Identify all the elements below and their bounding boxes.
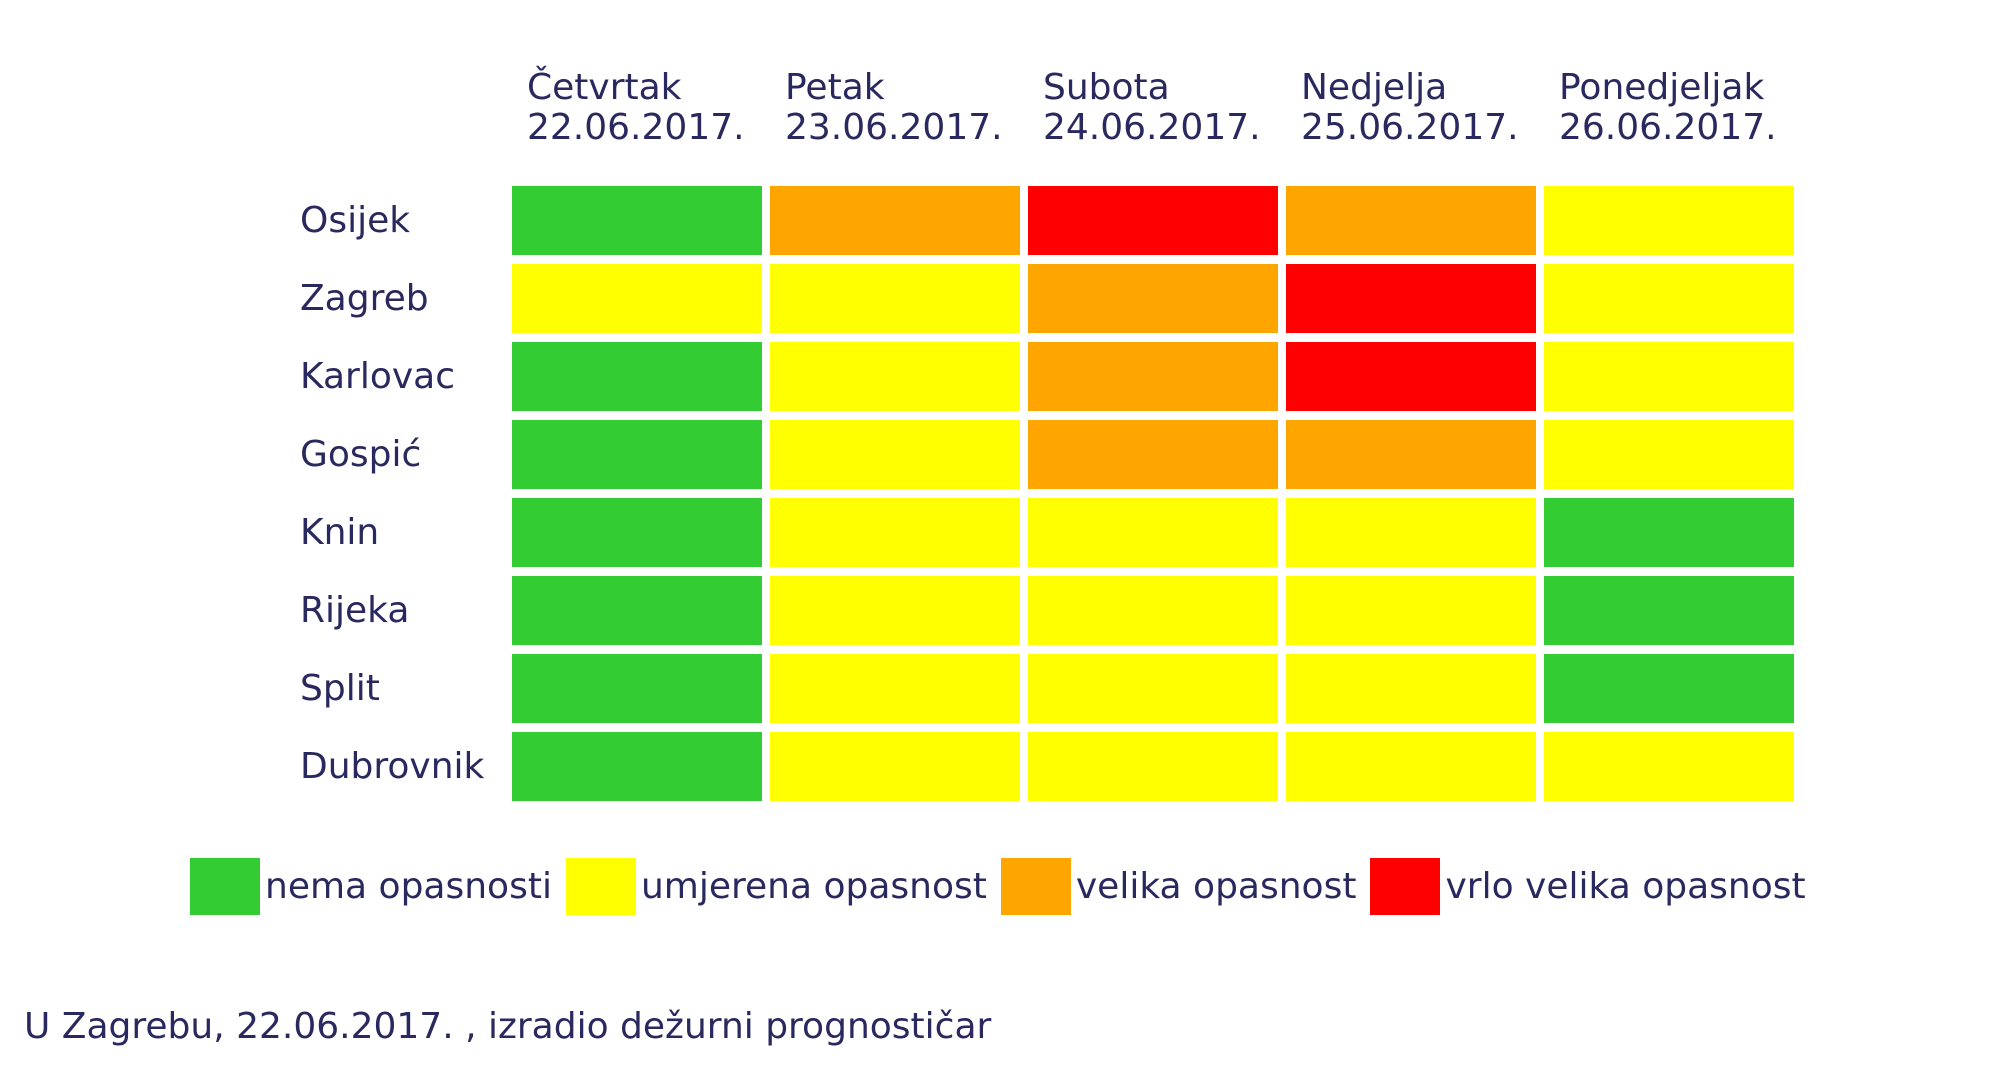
legend-label-none: nema opasnosti: [265, 866, 552, 907]
hazard-cell: [1028, 420, 1278, 489]
column-day-name: Ponedjeljak: [1559, 67, 1765, 108]
hazard-cell: [1286, 186, 1536, 255]
hazard-cell: [1544, 420, 1794, 489]
hazard-cell: [1286, 342, 1536, 411]
legend-item: velika opasnost: [1000, 858, 1371, 915]
hazard-cell: [512, 654, 762, 723]
legend-swatch-none: [190, 858, 260, 915]
column-header: Četvrtak 22.06.2017.: [512, 68, 762, 148]
hazard-cell: [770, 576, 1020, 645]
row-label-karlovac: Karlovac: [300, 356, 456, 397]
hazard-grid: Četvrtak 22.06.2017. Petak 23.06.2017. Subot…: [300, 68, 1794, 801]
hazard-cell: [770, 264, 1020, 333]
hazard-cell: [1544, 576, 1794, 645]
hazard-cell: [1028, 498, 1278, 567]
column-date: 26.06.2017.: [1559, 107, 1777, 148]
column-header: Subota 24.06.2017.: [1028, 68, 1278, 148]
hazard-cell: [770, 654, 1020, 723]
hazard-cell: [770, 420, 1020, 489]
column-date: 24.06.2017.: [1043, 107, 1261, 148]
hazard-cell: [1544, 186, 1794, 255]
row-label-rijeka: Rijeka: [300, 590, 410, 631]
column-header: Petak 23.06.2017.: [770, 68, 1020, 148]
hazard-cell: [1544, 498, 1794, 567]
hazard-cell: [1028, 576, 1278, 645]
column-header: Nedjelja 25.06.2017.: [1286, 68, 1536, 148]
row-label-osijek: Osijek: [300, 200, 411, 241]
footer-note: U Zagrebu, 22.06.2017. , izradio dežurni…: [24, 1006, 992, 1047]
column-date: 25.06.2017.: [1301, 107, 1519, 148]
column-day-name: Četvrtak: [527, 67, 682, 108]
column-day-name: Petak: [785, 67, 885, 108]
hazard-cell: [1286, 732, 1536, 801]
hazard-cell: [1286, 264, 1536, 333]
hazard-cell: [1028, 732, 1278, 801]
hazard-cell: [1286, 498, 1536, 567]
hazard-cell: [1286, 654, 1536, 723]
row-label-gospić: Gospić: [300, 434, 422, 475]
hazard-cell: [1544, 732, 1794, 801]
legend: nema opasnosti umjerena opasnost velika op…: [190, 858, 1820, 915]
column-day-name: Subota: [1043, 67, 1170, 108]
hazard-cell: [1544, 264, 1794, 333]
hazard-cell: [1544, 342, 1794, 411]
hazard-cell: [1028, 654, 1278, 723]
hazard-cell: [1028, 342, 1278, 411]
legend-item: nema opasnosti: [190, 858, 566, 915]
hazard-cell: [770, 342, 1020, 411]
hazard-cell: [1028, 186, 1278, 255]
hazard-cell: [770, 186, 1020, 255]
hazard-cell: [770, 498, 1020, 567]
legend-swatch-moderate: [565, 858, 636, 915]
hazard-cell: [512, 732, 762, 801]
column-date: 23.06.2017.: [785, 107, 1003, 148]
legend-swatch-very-high: [1370, 858, 1441, 915]
hazard-cell: [770, 732, 1020, 801]
legend-label-very-high: vrlo velika opasnost: [1445, 866, 1806, 907]
hazard-cell: [1286, 576, 1536, 645]
row-label-zagreb: Zagreb: [300, 278, 429, 319]
row-label-dubrovnik: Dubrovnik: [300, 746, 485, 787]
hazard-cell: [1544, 654, 1794, 723]
legend-label-moderate: umjerena opasnost: [640, 866, 987, 907]
corner-spacer: [300, 68, 504, 177]
hazard-cell: [512, 420, 762, 489]
hazard-cell: [1028, 264, 1278, 333]
legend-swatch-high: [1000, 858, 1071, 915]
legend-item: umjerena opasnost: [565, 858, 1001, 915]
row-label-split: Split: [300, 668, 380, 709]
legend-label-high: velika opasnost: [1075, 866, 1357, 907]
column-day-name: Nedjelja: [1301, 67, 1448, 108]
hazard-cell: [512, 576, 762, 645]
hazard-cell: [512, 264, 762, 333]
column-date: 22.06.2017.: [527, 107, 745, 148]
row-label-knin: Knin: [300, 512, 380, 553]
hazard-cell: [512, 498, 762, 567]
hazard-cell: [512, 186, 762, 255]
legend-item: vrlo velika opasnost: [1370, 858, 1819, 915]
hazard-cell: [1286, 420, 1536, 489]
column-header: Ponedjeljak 26.06.2017.: [1544, 68, 1794, 148]
hazard-cell: [512, 342, 762, 411]
